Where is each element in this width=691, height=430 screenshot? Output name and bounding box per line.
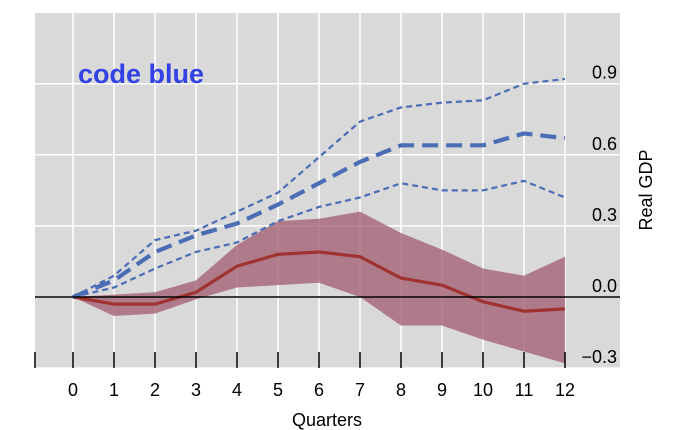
x-tick-label-10: 10 — [473, 380, 493, 400]
x-tick-label-4: 4 — [232, 380, 242, 400]
x-tick-label-0: 0 — [68, 380, 78, 400]
y-axis-tick-labels: −0.3 0.0 0.3 0.6 0.9 — [581, 63, 617, 367]
x-tick-label-5: 5 — [273, 380, 283, 400]
x-axis-ticks — [34, 352, 566, 368]
series-lines-layer — [72, 77, 566, 313]
y-tick-label-4: 0.9 — [592, 63, 617, 83]
x-tick-label-12: 12 — [555, 380, 575, 400]
x-axis-tick-labels: 0 1 2 3 4 5 6 7 8 9 10 11 12 — [68, 380, 575, 400]
y-tick-label-0: −0.3 — [581, 347, 617, 367]
series-central-red — [72, 250, 566, 313]
confidence-band-layer — [73, 211, 565, 364]
y-axis-title: Real GDP — [636, 149, 656, 230]
series-lower-blue — [72, 179, 566, 299]
x-tick-label-1: 1 — [109, 380, 119, 400]
x-tick-label-9: 9 — [437, 380, 447, 400]
x-axis-title: Quarters — [292, 410, 362, 430]
series-central-blue — [72, 131, 566, 299]
y-tick-label-3: 0.6 — [592, 134, 617, 154]
series-upper-blue — [72, 77, 566, 298]
series-band-red — [73, 211, 565, 364]
x-tick-label-3: 3 — [191, 380, 201, 400]
y-tick-label-2: 0.3 — [592, 205, 617, 225]
x-tick-label-8: 8 — [396, 380, 406, 400]
code-blue-annotation: code blue — [78, 59, 204, 89]
x-tick-label-2: 2 — [150, 380, 160, 400]
y-tick-label-1: 0.0 — [592, 276, 617, 296]
x-tick-label-6: 6 — [314, 380, 324, 400]
x-tick-label-11: 11 — [515, 380, 534, 400]
x-tick-label-7: 7 — [355, 380, 365, 400]
